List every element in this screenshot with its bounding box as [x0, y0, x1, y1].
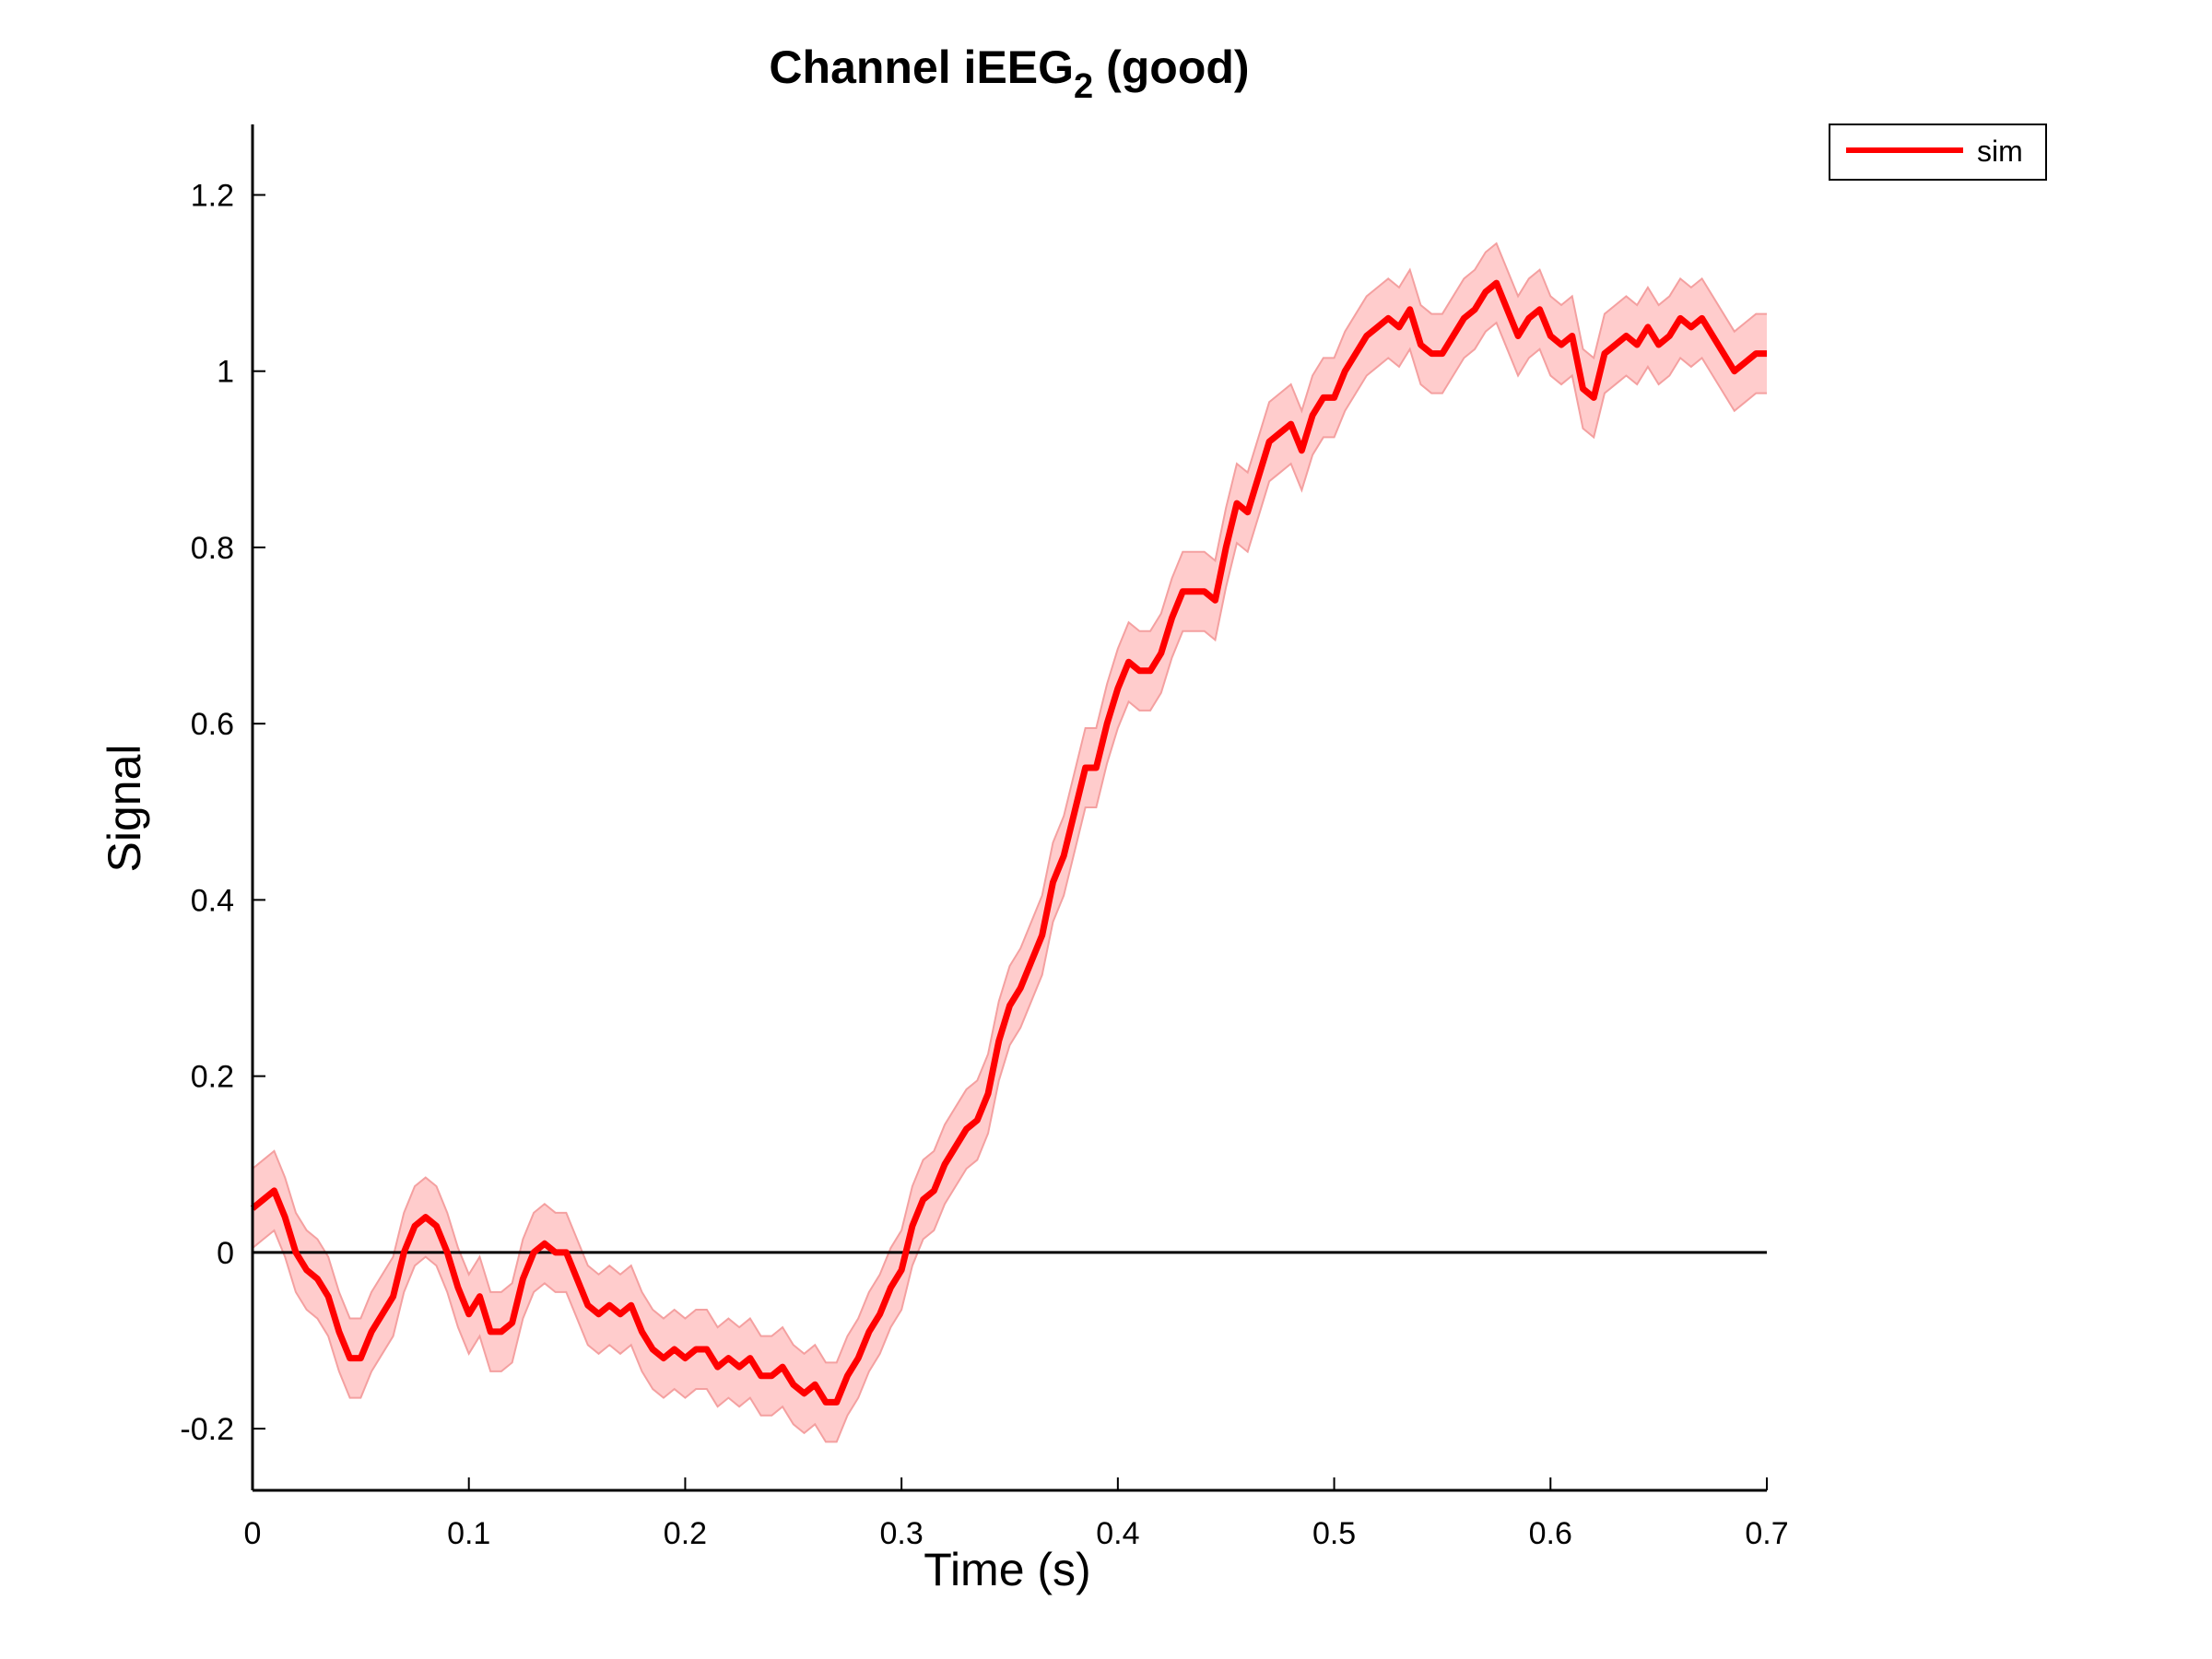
series-line-sim	[250, 279, 1767, 1406]
y-tick-label: 0.8	[191, 531, 234, 566]
chart-title-prefix: Channel iEEG	[769, 41, 1074, 93]
y-tick-label: 1	[217, 355, 234, 390]
confidence-band-upper	[252, 241, 1767, 1364]
x-tick-label: 0.1	[447, 1516, 490, 1551]
x-ticks-group: 0 0.1 0.2 0.3 0.4 0.5 0.6 0.7	[244, 1477, 1789, 1551]
chart-title-subscript: 2	[1074, 67, 1093, 106]
y-tick-label: 0.6	[191, 707, 234, 742]
chart-title-suffix: (good)	[1093, 41, 1249, 93]
y-tick-label: -0.2	[180, 1412, 234, 1447]
x-tick-label: 0.7	[1745, 1516, 1788, 1551]
y-axis-label: Signal	[99, 745, 150, 873]
y-ticks-group: -0.2 0 0.2 0.4 0.6 0.8 1 1.2	[180, 178, 265, 1447]
x-tick-label: 0.2	[664, 1516, 707, 1551]
y-tick-label: 0.4	[191, 883, 234, 918]
x-axis-label: Time (s)	[924, 1544, 1090, 1595]
chart-title: Channel iEEG2 (good)	[769, 41, 1249, 106]
confidence-band-lower	[252, 321, 1767, 1443]
axes-group	[251, 124, 1767, 1492]
y-tick-label: 1.2	[191, 178, 234, 213]
confidence-band-group	[252, 241, 1767, 1443]
y-tick-label: 0.2	[191, 1060, 234, 1095]
legend-label: sim	[1977, 135, 2023, 168]
x-tick-label: 0.5	[1312, 1516, 1356, 1551]
x-tick-label: 0	[244, 1516, 262, 1551]
legend: sim	[1829, 124, 2047, 181]
x-tick-label: 0.6	[1529, 1516, 1572, 1551]
x-tick-label: 0.3	[880, 1516, 924, 1551]
x-tick-label: 0.4	[1096, 1516, 1139, 1551]
confidence-band	[253, 243, 1767, 1442]
series-line-group	[250, 279, 1767, 1406]
y-tick-label: 0	[217, 1236, 234, 1271]
